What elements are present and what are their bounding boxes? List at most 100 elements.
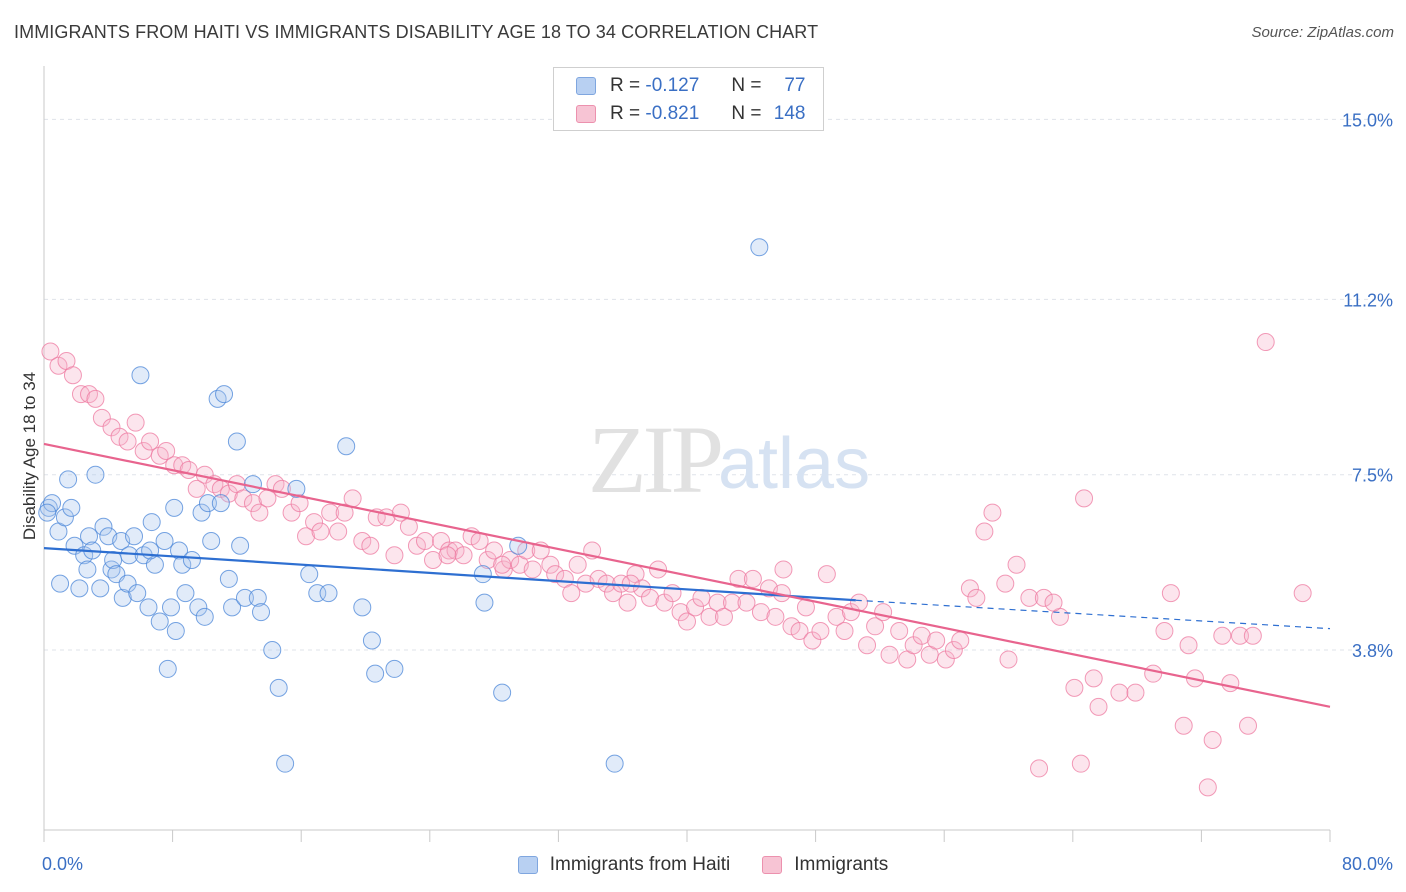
point-points-blue-71 xyxy=(493,683,512,702)
point-points-blue-56 xyxy=(252,603,271,622)
point-points-pink-109 xyxy=(874,603,893,622)
point-points-pink-133 xyxy=(1110,683,1129,702)
trend-line-immigrants xyxy=(43,442,1331,708)
point-points-blue-64 xyxy=(337,437,356,456)
point-points-pink-75 xyxy=(618,593,637,612)
point-points-pink-44 xyxy=(385,546,404,565)
point-points-pink-62 xyxy=(523,560,542,579)
point-points-pink-32 xyxy=(290,494,309,513)
point-points-blue-57 xyxy=(263,640,282,659)
point-points-pink-14 xyxy=(150,446,169,465)
point-points-blue-3 xyxy=(51,574,70,593)
point-points-pink-34 xyxy=(305,513,324,532)
point-points-blue-68 xyxy=(385,659,404,678)
point-points-blue-21 xyxy=(113,588,132,607)
point-points-pink-152 xyxy=(621,574,640,593)
point-points-pink-148 xyxy=(1256,333,1275,352)
point-points-pink-139 xyxy=(1179,636,1198,655)
point-points-blue-32 xyxy=(155,532,174,551)
point-points-blue-59 xyxy=(276,754,295,773)
r-label: R = xyxy=(610,75,641,96)
point-points-blue-33 xyxy=(158,659,177,678)
point-points-pink-18 xyxy=(179,460,198,479)
point-points-blue-66 xyxy=(362,631,381,650)
point-points-pink-142 xyxy=(1203,730,1222,749)
point-points-blue-51 xyxy=(227,432,246,451)
r-value: -0.127 xyxy=(645,75,700,96)
point-points-blue-24 xyxy=(125,527,144,546)
point-points-pink-104 xyxy=(835,622,854,641)
point-points-blue-4 xyxy=(55,508,74,527)
point-points-pink-143 xyxy=(1213,626,1232,645)
n-label: N = xyxy=(731,75,762,96)
point-points-pink-132 xyxy=(1089,697,1108,716)
point-points-pink-137 xyxy=(1161,584,1180,603)
point-points-pink-123 xyxy=(983,503,1002,522)
point-points-blue-52 xyxy=(231,536,250,555)
point-points-pink-41 xyxy=(361,536,380,555)
point-points-pink-11 xyxy=(126,413,145,432)
point-points-blue-22 xyxy=(118,574,137,593)
point-points-blue-35 xyxy=(165,498,184,517)
point-points-blue-44 xyxy=(198,494,217,513)
point-points-pink-91 xyxy=(737,593,756,612)
point-points-blue-45 xyxy=(202,532,221,551)
point-points-pink-46 xyxy=(399,517,418,536)
point-points-pink-17 xyxy=(173,456,192,475)
point-points-blue-29 xyxy=(142,513,161,532)
point-points-pink-102 xyxy=(817,565,836,584)
point-points-blue-34 xyxy=(161,598,180,617)
legend-item-immigrants[interactable]: Immigrants xyxy=(762,854,888,876)
point-points-pink-96 xyxy=(774,560,793,579)
point-points-blue-13 xyxy=(86,465,105,484)
legend-swatch-pink xyxy=(762,856,783,874)
point-points-pink-103 xyxy=(827,607,846,626)
point-points-blue-75 xyxy=(38,503,57,522)
point-points-pink-26 xyxy=(243,494,262,513)
r-value: -0.821 xyxy=(645,103,700,124)
point-points-blue-63 xyxy=(319,584,338,603)
legend-item-haiti[interactable]: Immigrants from Haiti xyxy=(517,854,731,876)
trend-lines xyxy=(43,442,1331,708)
point-points-pink-56 xyxy=(478,550,497,569)
point-points-pink-82 xyxy=(671,603,690,622)
point-points-pink-84 xyxy=(686,598,705,617)
point-points-pink-138 xyxy=(1174,716,1193,735)
point-points-pink-119 xyxy=(951,631,970,650)
trend-line-haiti xyxy=(43,547,856,602)
point-points-pink-93 xyxy=(751,603,770,622)
point-points-blue-73 xyxy=(605,754,624,773)
point-points-pink-38 xyxy=(335,503,354,522)
point-points-pink-64 xyxy=(541,555,560,574)
point-points-pink-151 xyxy=(1071,754,1090,773)
point-points-blue-15 xyxy=(94,517,113,536)
point-points-blue-61 xyxy=(300,565,319,584)
y-tick-label: 7.5% xyxy=(1352,466,1393,486)
point-points-blue-6 xyxy=(62,498,81,517)
point-points-pink-146 xyxy=(1239,716,1258,735)
n-value: 148 xyxy=(773,103,806,124)
point-points-pink-83 xyxy=(678,612,696,631)
point-points-blue-40 xyxy=(182,550,201,569)
legend-label-haiti: Immigrants from Haiti xyxy=(549,854,731,875)
point-points-pink-85 xyxy=(692,588,711,607)
point-points-blue-48 xyxy=(215,385,234,404)
y-tick-label: 11.2% xyxy=(1343,290,1393,310)
point-points-pink-134 xyxy=(1126,683,1145,702)
trend-line-haiti-extrapolated xyxy=(855,599,1331,630)
point-points-pink-125 xyxy=(1007,555,1026,574)
watermark-zip: ZIP xyxy=(588,406,721,513)
grid-lines xyxy=(44,118,1395,651)
legend-row-haiti: R = -0.127 N = 77 xyxy=(576,73,806,99)
point-points-pink-89 xyxy=(723,593,742,612)
point-points-blue-5 xyxy=(59,470,78,489)
point-points-pink-124 xyxy=(999,650,1018,669)
point-points-pink-6 xyxy=(86,389,105,408)
point-points-pink-95 xyxy=(766,607,785,626)
point-points-blue-28 xyxy=(139,598,158,617)
point-points-blue-46 xyxy=(208,389,227,408)
point-points-pink-114 xyxy=(912,626,931,645)
axes xyxy=(43,66,1331,842)
r-label: R = xyxy=(610,103,641,124)
